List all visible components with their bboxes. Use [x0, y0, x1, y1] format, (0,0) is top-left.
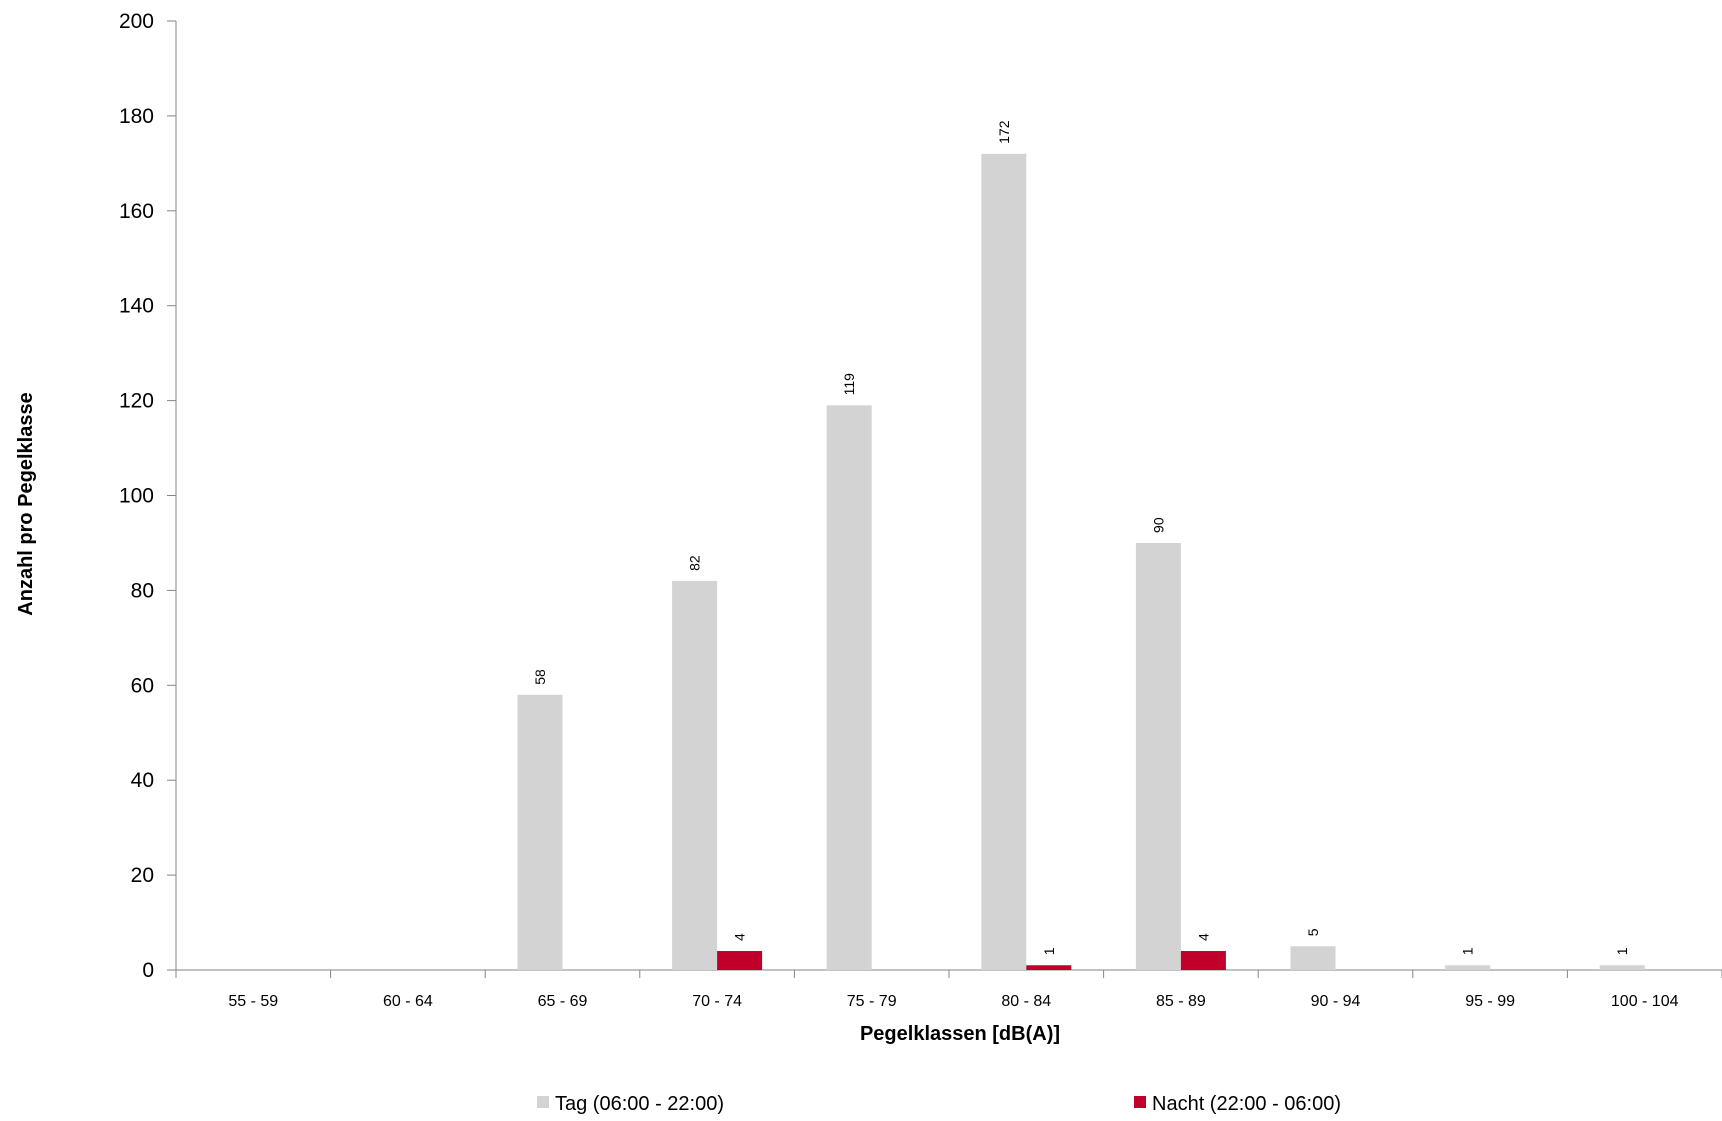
- y-tick-label: 40: [131, 769, 154, 792]
- data-label: 1: [1460, 947, 1476, 955]
- x-axis: 55 - 59 60 - 64 65 - 69 70 - 74 75 - 79 80 - …: [175, 969, 1722, 1010]
- x-tick-label: 80 - 84: [1001, 993, 1051, 1010]
- bar-tag: [1599, 965, 1645, 970]
- y-tick-label: 20: [131, 864, 154, 887]
- data-label: 1: [1041, 947, 1057, 955]
- legend-label-nacht: Nacht (22:00 - 06:00): [1152, 1093, 1341, 1115]
- x-tick-label: 75 - 79: [847, 993, 897, 1010]
- bar-tag: [1290, 946, 1336, 970]
- legend-label-tag: Tag (06:00 - 22:00): [555, 1093, 724, 1115]
- data-label: 58: [532, 669, 548, 685]
- y-tick-label: 180: [119, 105, 154, 128]
- bar-tag: [826, 405, 872, 971]
- bar-tag: [1445, 965, 1491, 970]
- x-tick-label: 65 - 69: [538, 993, 588, 1010]
- legend-swatch-nacht: [1134, 1096, 1146, 1108]
- x-axis-title: Pegelklassen [dB(A)]: [860, 1023, 1060, 1045]
- y-tick-label: 160: [119, 200, 154, 223]
- data-label: 90: [1150, 517, 1166, 533]
- x-tick-label: 100 - 104: [1611, 993, 1679, 1010]
- data-label: 5: [1305, 928, 1321, 936]
- bar-tag: [1135, 542, 1181, 970]
- bar-tag: [672, 580, 718, 970]
- bar-tag: [981, 153, 1027, 971]
- data-label: 119: [841, 373, 857, 396]
- y-axis: 0 20 40 60 80 100 120 140 160 180 200: [119, 10, 177, 982]
- bar-nacht: [1026, 965, 1072, 970]
- y-tick-label: 200: [119, 10, 154, 33]
- data-label: 82: [687, 555, 703, 571]
- y-tick-label: 100: [119, 485, 154, 508]
- x-tick-label: 90 - 94: [1311, 993, 1361, 1010]
- x-tick-label: 55 - 59: [228, 993, 278, 1010]
- x-tick-label: 85 - 89: [1156, 993, 1206, 1010]
- y-tick-label: 0: [142, 959, 154, 982]
- data-label: 4: [1195, 933, 1211, 941]
- legend: Tag (06:00 - 22:00) Nacht (22:00 - 06:00…: [537, 1093, 1341, 1115]
- bar-nacht: [717, 951, 763, 970]
- data-label: 4: [732, 933, 748, 941]
- bar-nacht: [1180, 951, 1226, 970]
- x-tick-label: 60 - 64: [383, 993, 433, 1010]
- legend-swatch-tag: [537, 1096, 549, 1108]
- x-tick-label: 95 - 99: [1465, 993, 1515, 1010]
- data-label: 172: [996, 120, 1012, 144]
- y-axis-title: Anzahl pro Pegelklasse: [15, 392, 37, 615]
- y-tick-label: 80: [131, 579, 154, 602]
- y-tick-label: 60: [131, 674, 154, 697]
- y-tick-label: 140: [119, 295, 154, 318]
- bars: [517, 153, 1645, 971]
- data-labels: 58 82 119 172 90 5 1 1 4 1 4: [532, 120, 1630, 955]
- x-tick-label: 70 - 74: [692, 993, 742, 1010]
- y-tick-label: 120: [119, 390, 154, 413]
- bar-tag: [517, 694, 563, 970]
- data-label: 1: [1614, 947, 1630, 955]
